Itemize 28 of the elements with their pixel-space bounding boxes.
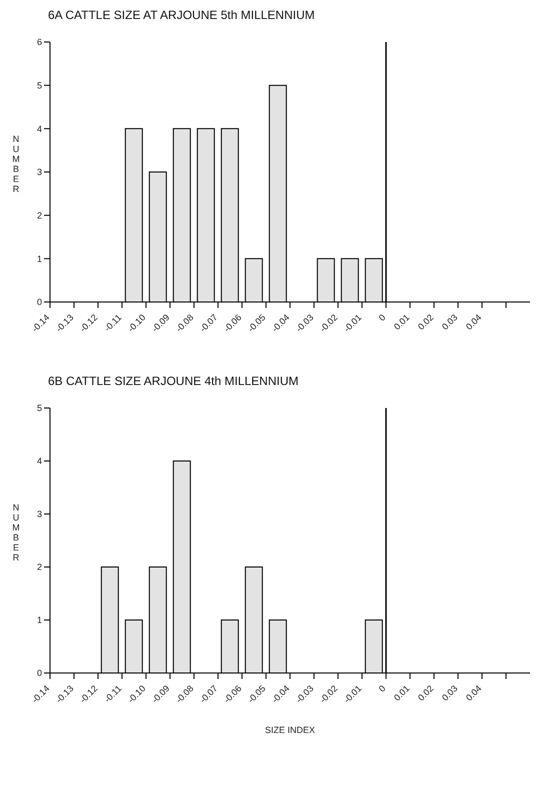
y-tick-label: 5 (36, 403, 42, 414)
y-axis-title: NUMBER (12, 502, 20, 562)
x-tick-label: 0.01 (392, 312, 412, 332)
x-axis-title: SIZE INDEX (264, 725, 316, 735)
x-tick-label: 0.02 (416, 312, 436, 332)
x-tick-label: 0.01 (392, 683, 412, 703)
y-axis-title: NUMBER (12, 134, 20, 194)
y-tick-label: 2 (36, 210, 42, 221)
y-tick-label: 3 (36, 509, 42, 520)
y-tick-label: 0 (36, 668, 42, 678)
y-tick-label: 6 (36, 37, 42, 48)
x-tick-label: 0.04 (464, 312, 484, 332)
y-tick-label: 5 (36, 80, 42, 91)
x-tick-label: 0.04 (464, 683, 484, 703)
x-tick-label: 0.03 (440, 312, 460, 332)
x-tick-label: 0 (376, 683, 388, 694)
y-tick-label: 4 (36, 124, 42, 134)
y-tick-label: 1 (36, 254, 42, 264)
x-tick-label: 0.02 (416, 683, 436, 703)
y-tick-label: 4 (36, 456, 42, 466)
y-tick-label: 1 (36, 615, 42, 626)
y-tick-label: 0 (36, 297, 42, 308)
y-tick-label: 2 (36, 562, 42, 572)
y-tick-label: 3 (36, 167, 42, 178)
x-tick-label: 0.03 (440, 683, 460, 703)
chart-title: 6B CATTLE SIZE ARJOUNE 4th MILLENNIUM (48, 374, 300, 388)
x-tick-label: 0 (376, 312, 388, 323)
chart-title: 6A CATTLE SIZE AT ARJOUNE 5th MILLENNIUM (48, 8, 316, 22)
